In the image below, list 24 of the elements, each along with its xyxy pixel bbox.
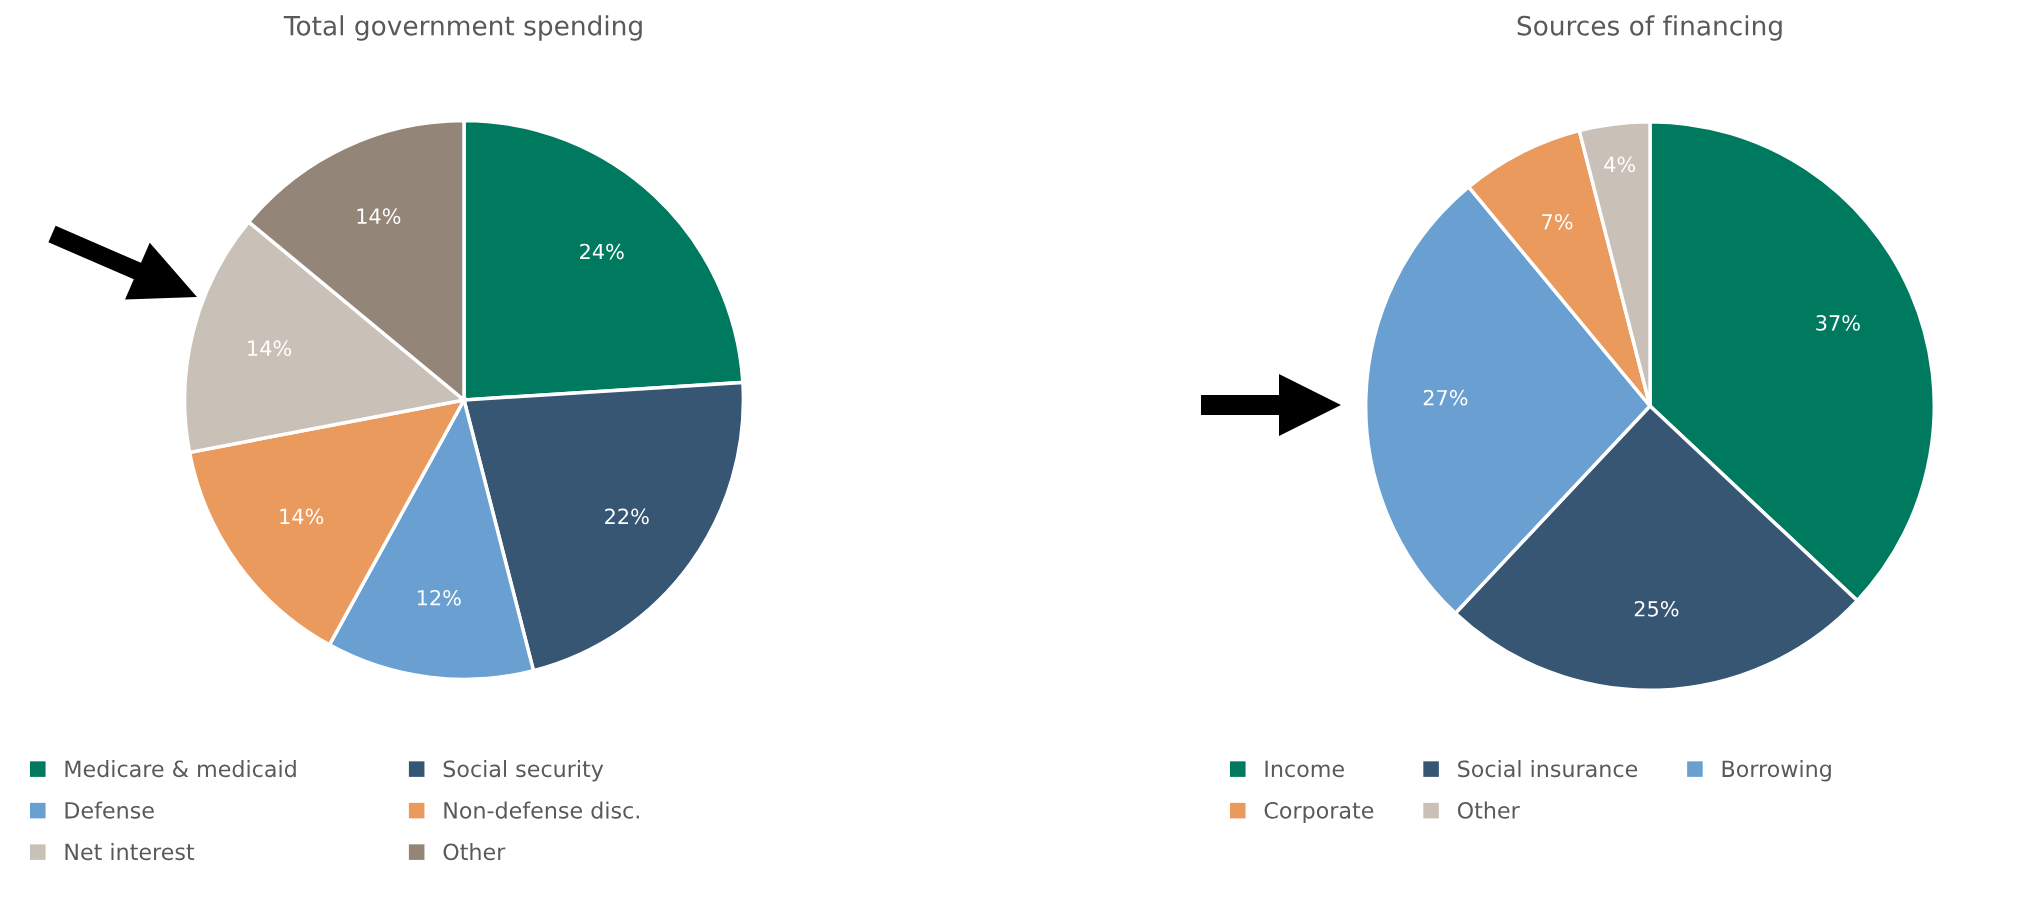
data-label: 14% bbox=[357, 208, 401, 225]
legend-label: Other bbox=[443, 843, 506, 861]
data-label: 7% bbox=[1542, 213, 1573, 230]
legend-label: Medicare & medicaid bbox=[65, 760, 296, 778]
data-label: 14% bbox=[280, 508, 324, 525]
legend-label: Net interest bbox=[65, 843, 195, 861]
data-label: 25% bbox=[1634, 600, 1679, 617]
legend-label: Defense bbox=[65, 801, 154, 819]
legend-label: Social security bbox=[443, 760, 604, 782]
chart-title: Sources of financing bbox=[1517, 15, 1782, 41]
legend-label: Corporate bbox=[1264, 801, 1374, 824]
legend-label: Other bbox=[1457, 801, 1520, 819]
chart-title: Total government spending bbox=[283, 15, 642, 41]
legend-label: Income bbox=[1265, 760, 1344, 778]
legend-label: Borrowing bbox=[1722, 760, 1831, 782]
data-label: 37% bbox=[1816, 314, 1860, 331]
data-label: 27% bbox=[1423, 389, 1468, 406]
data-label: 4% bbox=[1604, 156, 1636, 173]
data-label: 24% bbox=[580, 243, 624, 260]
data-label: 14% bbox=[248, 340, 292, 357]
data-label: 22% bbox=[605, 508, 649, 525]
data-label: 12% bbox=[417, 589, 461, 606]
legend-label: Non-defense disc. bbox=[444, 801, 639, 819]
legend-label: Social insurance bbox=[1458, 760, 1638, 778]
